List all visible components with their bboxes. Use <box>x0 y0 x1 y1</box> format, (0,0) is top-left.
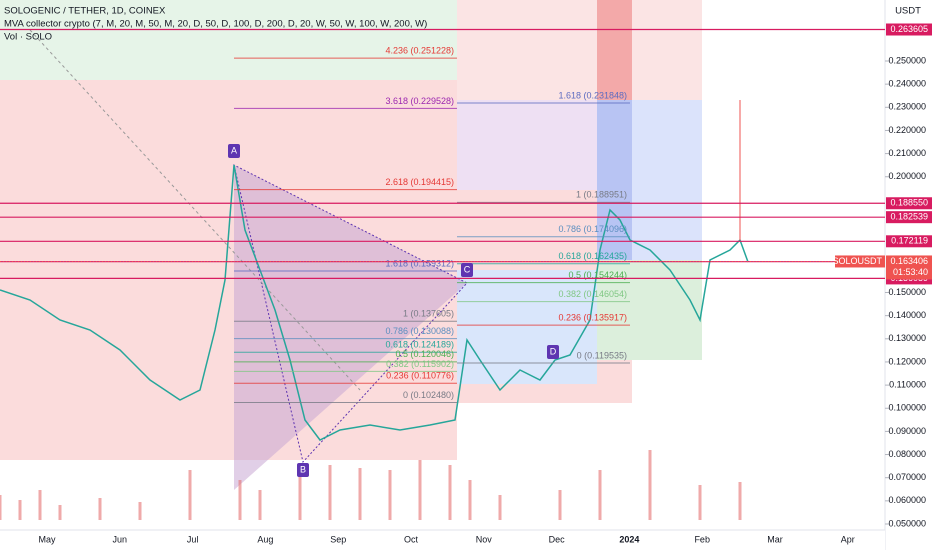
price-tick-label: 0.070000 <box>888 472 926 482</box>
price-label-bg <box>886 197 932 210</box>
price-tick-label: 0.100000 <box>888 403 926 413</box>
fib-label: 3.618 (0.229528) <box>385 96 454 106</box>
price-tick-label: 0.060000 <box>888 495 926 505</box>
time-label: Feb <box>694 534 710 544</box>
price-label: 0.263605 <box>890 24 928 34</box>
time-label: Sep <box>330 534 346 544</box>
last-price-label: 0.163406 <box>890 256 928 266</box>
price-tick-label: 0.050000 <box>888 518 926 528</box>
fib-label: 0.5 (0.154244) <box>568 270 627 280</box>
symbol-label: SOLOUSDT <box>832 256 882 266</box>
fib-label: 0.786 (0.174096) <box>558 224 627 234</box>
price-tick-label: 0.110000 <box>889 379 926 389</box>
zone <box>597 260 702 360</box>
time-label: Apr <box>841 534 855 544</box>
zone <box>0 0 457 80</box>
fib-label: 0 (0.102480) <box>403 390 454 400</box>
price-tick-label: 0.150000 <box>888 287 926 297</box>
price-tick-label: 0.120000 <box>888 356 926 366</box>
fib-label: 1.618 (0.159312) <box>385 258 454 268</box>
price-tick-label: 0.080000 <box>888 449 926 459</box>
zone <box>457 0 702 100</box>
last-price-bg <box>886 255 932 280</box>
triangle <box>234 165 467 490</box>
time-label: Nov <box>476 534 493 544</box>
time-label: Oct <box>404 534 419 544</box>
symbol-title: SOLOGENIC / TETHER, 1D, COINEX <box>4 6 166 17</box>
symbol-label-bg <box>835 255 885 268</box>
fib-label: 4.236 (0.251228) <box>385 46 454 56</box>
point-label: C <box>464 264 471 274</box>
triangle-outline <box>233 164 468 464</box>
price-tick-label: 0.240000 <box>888 79 926 89</box>
price-tick-label: 0.220000 <box>888 125 926 135</box>
price-label: 0.172119 <box>891 236 928 246</box>
point-d: D <box>547 345 559 359</box>
price-tick-label: 0.250000 <box>888 55 926 65</box>
zone <box>597 0 632 100</box>
price-label-bg <box>886 235 932 248</box>
fib-label: 0.786 (0.130088) <box>385 326 454 336</box>
currency: USDT <box>895 6 921 17</box>
fib-label: 0 (0.119535) <box>577 350 627 360</box>
price-label: 0.188550 <box>890 198 928 208</box>
price-label-bg <box>886 23 932 36</box>
price-tick-label: 0.230000 <box>888 102 926 112</box>
price-tick-label: 0.210000 <box>888 148 926 158</box>
point-a: A <box>228 144 240 158</box>
price-tick-label: 0.200000 <box>888 171 926 181</box>
time-label: Aug <box>257 534 273 544</box>
price-path <box>0 164 749 441</box>
price-tick-label: 0.090000 <box>888 426 926 436</box>
time-label: 2024 <box>619 534 639 544</box>
fib-label: 1 (0.137605) <box>403 309 454 319</box>
indicator-title: MVA collector crypto (7, M, 20, M, 50, M… <box>4 19 427 30</box>
time-label: Jul <box>187 534 199 544</box>
fib-label: 0.382 (0.115902) <box>386 359 454 369</box>
zone <box>457 270 597 384</box>
volume-bars <box>0 450 742 520</box>
fib-label: 0.236 (0.135917) <box>558 312 627 322</box>
point-label: A <box>231 145 237 155</box>
point-label: B <box>300 464 306 474</box>
fib-label: 1.618 (0.231848) <box>558 90 627 100</box>
point-b: B <box>297 463 309 477</box>
time-label: Mar <box>767 534 783 544</box>
fib-label: 0.618 (0.162435) <box>558 251 627 261</box>
fib-label: 1 (0.188951) <box>576 190 627 200</box>
point-c: C <box>461 263 473 277</box>
fib-label: 0.382 (0.146054) <box>558 289 627 299</box>
price-label-bg <box>886 211 932 224</box>
fib-label: 2.618 (0.194415) <box>385 177 454 187</box>
price-tick-label: 0.140000 <box>888 310 926 320</box>
time-label: May <box>38 534 56 544</box>
time-label: Jun <box>113 534 128 544</box>
price-tick-label: 0.130000 <box>888 333 926 343</box>
fib-label: 0.5 (0.120046) <box>395 349 454 359</box>
fib-label: 0.236 (0.110776) <box>386 371 454 381</box>
price-label: 0.182539 <box>890 212 928 222</box>
point-label: D <box>550 346 557 356</box>
time-axis-bg <box>0 530 885 550</box>
time-label: Dec <box>549 534 566 544</box>
volume-title: Vol · SOLO <box>4 32 52 43</box>
countdown: 01:53:40 <box>893 267 928 277</box>
fib-label: 0.618 (0.124189) <box>385 340 454 350</box>
